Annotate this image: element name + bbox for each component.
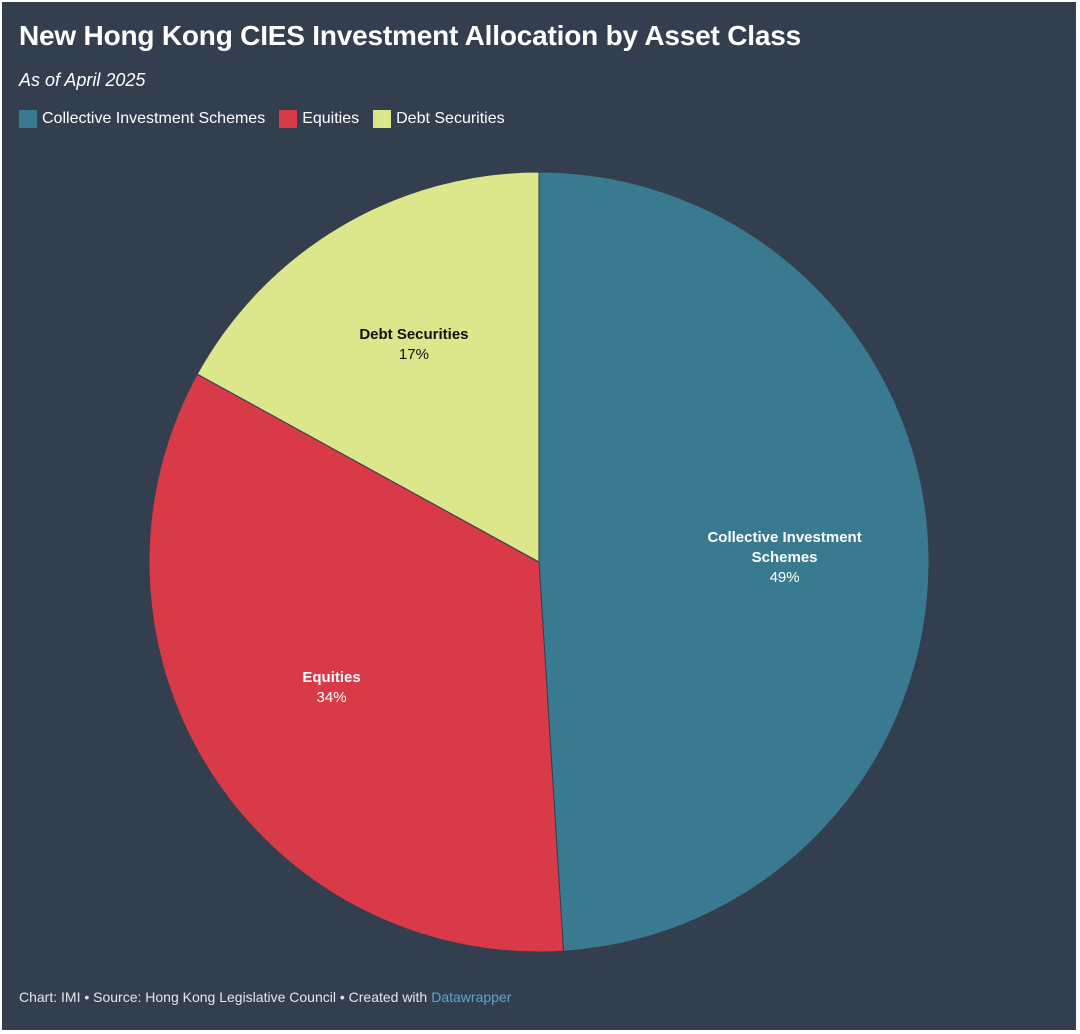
legend-swatch bbox=[373, 110, 392, 128]
pie-slice bbox=[538, 171, 930, 952]
slice-label: Equities 34% bbox=[232, 668, 432, 708]
footer-link[interactable]: Datawrapper bbox=[431, 989, 512, 1005]
legend-label: Debt Securities bbox=[396, 110, 505, 127]
legend-item: Debt Securities bbox=[373, 110, 505, 128]
chart-subtitle: As of April 2025 bbox=[19, 70, 146, 90]
footer-text: Chart: IMI • Source: Hong Kong Legislati… bbox=[19, 989, 428, 1005]
chart-title: New Hong Kong CIES Investment Allocation… bbox=[19, 20, 801, 51]
slice-category: Collective Investment Schemes bbox=[707, 529, 862, 567]
legend-swatch bbox=[279, 110, 298, 128]
legend-item: Collective Investment Schemes bbox=[19, 110, 265, 128]
legend-label: Equities bbox=[302, 110, 360, 127]
legend-label: Collective Investment Schemes bbox=[42, 110, 266, 127]
slice-value: 49% bbox=[769, 569, 800, 587]
legend-item: Equities bbox=[279, 110, 359, 128]
legend: Collective Investment Schemes Equities Deb… bbox=[19, 110, 505, 128]
slice-label: Debt Securities 17% bbox=[314, 325, 514, 365]
slice-value: 34% bbox=[316, 688, 347, 706]
pie-slice bbox=[196, 171, 540, 563]
slice-category: Equities bbox=[302, 668, 361, 686]
legend-swatch bbox=[19, 110, 37, 128]
slice-value: 17% bbox=[398, 345, 429, 363]
footer: Chart: IMI • Source: Hong Kong Legislati… bbox=[19, 989, 511, 1005]
slice-label: Collective Investment Schemes 49% bbox=[685, 528, 885, 588]
slice-category: Debt Securities bbox=[359, 325, 469, 343]
